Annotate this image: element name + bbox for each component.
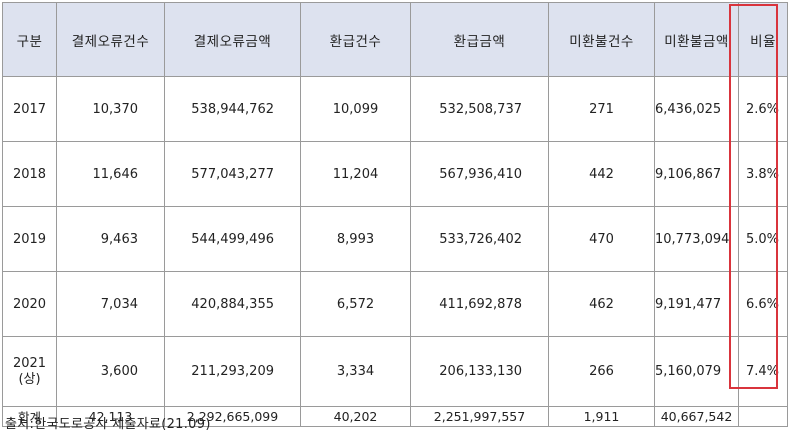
- refund-amount-cell: 533,726,402: [410, 206, 549, 272]
- refund-count-cell: 11,204: [300, 141, 411, 207]
- total-unrefunded-amount: 40,667,542: [654, 406, 739, 427]
- ratio-cell: 2.6%: [738, 76, 788, 142]
- error-count-cell: 11,646: [56, 141, 165, 207]
- table-row: 2019 9,463 544,499,496 8,993 533,726,402…: [2, 206, 788, 272]
- unrefunded-count-cell: 470: [548, 206, 655, 272]
- unrefunded-amount-cell: 9,191,477: [654, 271, 739, 337]
- total-label: 합계: [2, 406, 57, 427]
- source-note: 출처:한국도로공사 제출자료(21.09): [5, 417, 211, 432]
- ratio-cell: 5.0%: [738, 206, 788, 272]
- header-refund-amount: 환급금액: [410, 2, 549, 77]
- unrefunded-amount-cell: 5,160,079: [654, 336, 739, 407]
- refund-table-container: 구분 결제오류건수 결제오류금액 환급건수 환급금액 미환불건수 미환불금액 비…: [2, 2, 788, 427]
- table-row: 2020 7,034 420,884,355 6,572 411,692,878…: [2, 271, 788, 337]
- error-amount-cell: 211,293,209: [164, 336, 301, 407]
- ratio-cell: 7.4%: [738, 336, 788, 407]
- ratio-cell: 6.6%: [738, 271, 788, 337]
- error-count-cell: 10,370: [56, 76, 165, 142]
- year-cell: 2019: [2, 206, 57, 272]
- header-category: 구분: [2, 2, 57, 77]
- year-cell: 2017: [2, 76, 57, 142]
- refund-statistics-table: 구분 결제오류건수 결제오류금액 환급건수 환급금액 미환불건수 미환불금액 비…: [2, 2, 788, 427]
- total-ratio: [738, 406, 788, 427]
- header-refund-count: 환급건수: [300, 2, 411, 77]
- ratio-cell: 3.8%: [738, 141, 788, 207]
- year-cell: 2020: [2, 271, 57, 337]
- table-row: 2017 10,370 538,944,762 10,099 532,508,7…: [2, 76, 788, 142]
- total-refund-count: 40,202: [300, 406, 411, 427]
- header-row: 구분 결제오류건수 결제오류금액 환급건수 환급금액 미환불건수 미환불금액 비…: [2, 2, 788, 77]
- refund-amount-cell: 206,133,130: [410, 336, 549, 407]
- error-amount-cell: 538,944,762: [164, 76, 301, 142]
- unrefunded-count-cell: 271: [548, 76, 655, 142]
- header-ratio: 비율: [738, 2, 788, 77]
- error-amount-cell: 544,499,496: [164, 206, 301, 272]
- year-cell: 2021 (상): [2, 336, 57, 407]
- unrefunded-amount-cell: 9,106,867: [654, 141, 739, 207]
- unrefunded-count-cell: 266: [548, 336, 655, 407]
- year-cell: 2018: [2, 141, 57, 207]
- header-error-amount: 결제오류금액: [164, 2, 301, 77]
- unrefunded-amount-cell: 10,773,094: [654, 206, 739, 272]
- total-error-amount: 2,292,665,099: [164, 406, 301, 427]
- refund-count-cell: 3,334: [300, 336, 411, 407]
- table-row: 2018 11,646 577,043,277 11,204 567,936,4…: [2, 141, 788, 207]
- error-amount-cell: 420,884,355: [164, 271, 301, 337]
- total-unrefunded-count: 1,911: [548, 406, 655, 427]
- error-count-cell: 7,034: [56, 271, 165, 337]
- header-unrefunded-count: 미환불건수: [548, 2, 655, 77]
- refund-amount-cell: 567,936,410: [410, 141, 549, 207]
- year-label: 2021: [12, 355, 47, 371]
- table-row: 2021 (상) 3,600 211,293,209 3,334 206,133…: [2, 336, 788, 407]
- header-unrefunded-amount: 미환불금액: [654, 2, 739, 77]
- refund-amount-cell: 411,692,878: [410, 271, 549, 337]
- refund-count-cell: 8,993: [300, 206, 411, 272]
- error-amount-cell: 577,043,277: [164, 141, 301, 207]
- refund-count-cell: 10,099: [300, 76, 411, 142]
- unrefunded-amount-cell: 6,436,025: [654, 76, 739, 142]
- total-row: 합계 42,113 2,292,665,099 40,202 2,251,997…: [2, 406, 788, 427]
- refund-count-cell: 6,572: [300, 271, 411, 337]
- unrefunded-count-cell: 462: [548, 271, 655, 337]
- total-refund-amount: 2,251,997,557: [410, 406, 549, 427]
- error-count-cell: 3,600: [56, 336, 165, 407]
- header-error-count: 결제오류건수: [56, 2, 165, 77]
- error-count-cell: 9,463: [56, 206, 165, 272]
- unrefunded-count-cell: 442: [548, 141, 655, 207]
- year-sublabel: (상): [18, 371, 41, 387]
- refund-amount-cell: 532,508,737: [410, 76, 549, 142]
